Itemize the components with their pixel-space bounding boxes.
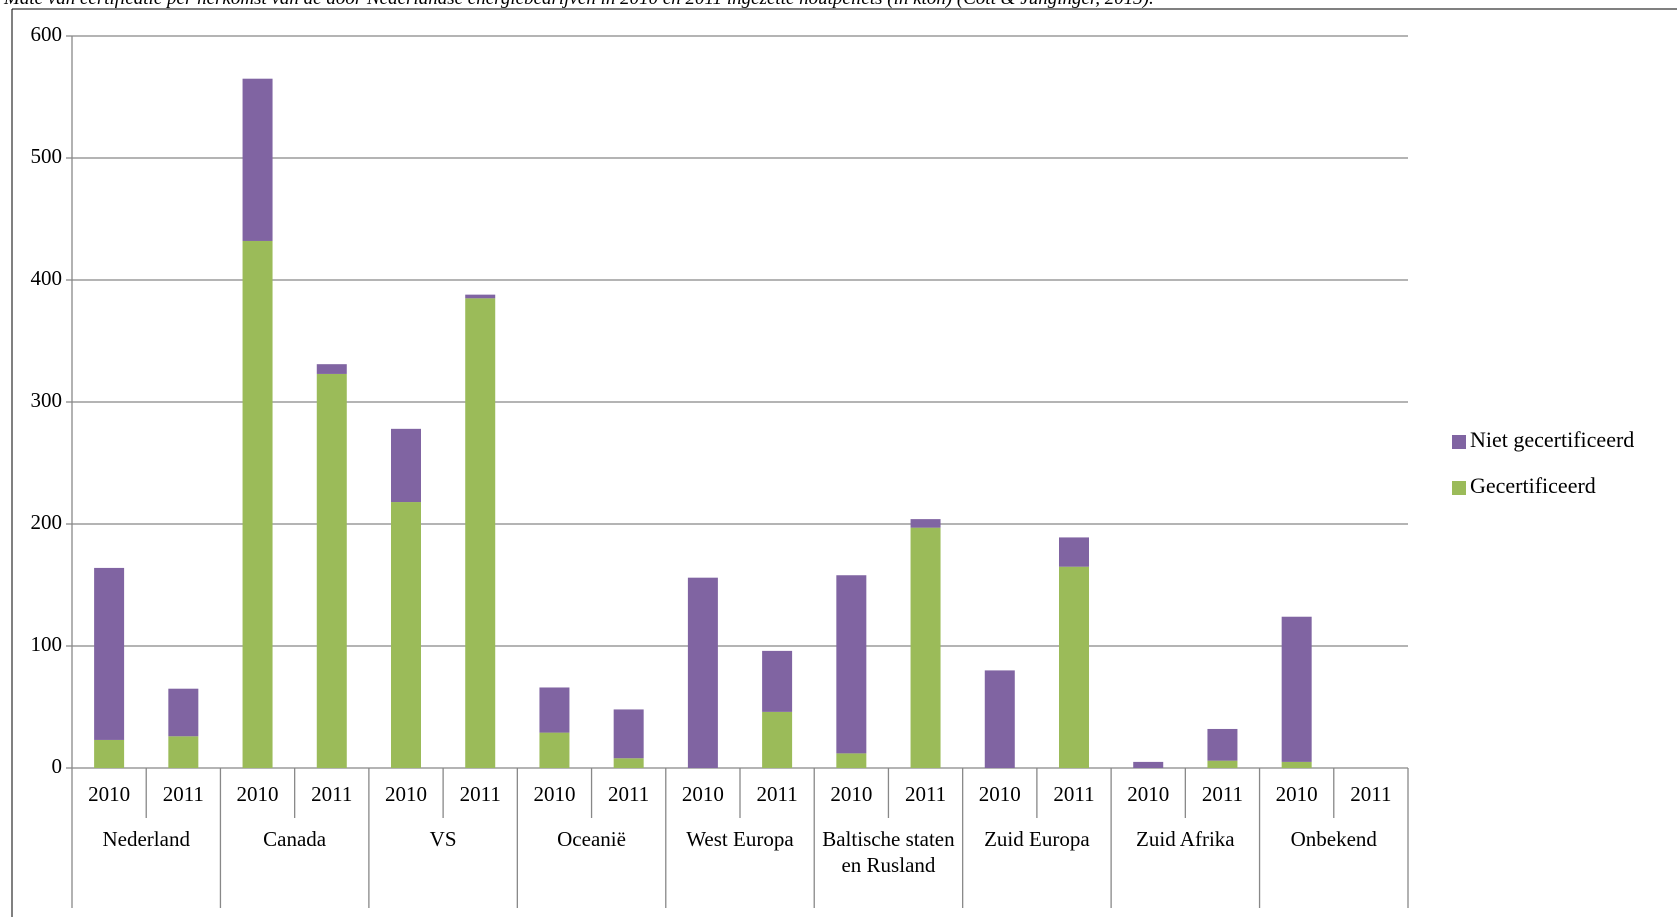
y-tick-label: 600	[31, 22, 63, 46]
x-tick-label: 2010	[533, 782, 575, 806]
y-tick-label: 100	[31, 632, 63, 656]
bar-segment	[1207, 760, 1238, 768]
x-tick-label: 2011	[1053, 782, 1094, 806]
x-tick-label: 2010	[1276, 782, 1318, 806]
x-tick-label: 2010	[88, 782, 130, 806]
bar-segment	[762, 650, 793, 712]
x-tick-label: 2010	[682, 782, 724, 806]
x-tick-label: 2010	[1127, 782, 1169, 806]
group-label: Canada	[263, 827, 327, 851]
group-label: Oceanië	[557, 827, 626, 851]
bar-segment	[687, 577, 718, 768]
bar-segment	[316, 364, 347, 374]
legend-swatch	[1452, 481, 1466, 495]
bar-segment	[836, 575, 867, 754]
group-label: Onbekend	[1290, 827, 1377, 851]
x-tick-label: 2011	[905, 782, 946, 806]
bar-segment	[242, 240, 273, 768]
bar-segment	[391, 502, 421, 768]
bar-segment	[168, 688, 199, 737]
bar-segment	[1207, 728, 1238, 761]
bar-segment	[168, 736, 199, 768]
bar-segment	[910, 519, 941, 528]
bar-segment	[1059, 566, 1089, 768]
bar-segment	[94, 567, 125, 740]
bar-segment	[1059, 537, 1089, 567]
group-label: Nederland	[102, 827, 190, 851]
x-tick-label: 2011	[1350, 782, 1391, 806]
group-label: VS	[429, 827, 457, 851]
bar-segment	[910, 527, 941, 768]
bar-segment	[94, 739, 125, 768]
chart-title: Mate van certificatie per herkomst van d…	[3, 0, 1154, 9]
bar-segment	[984, 670, 1015, 768]
bar-segment	[762, 711, 793, 768]
bar-segment	[539, 687, 570, 733]
bar-segment	[316, 373, 347, 768]
y-tick-label: 300	[31, 388, 63, 412]
x-tick-label: 2011	[460, 782, 501, 806]
bar-segment	[465, 294, 496, 299]
bar-segment	[1133, 761, 1164, 768]
group-label: West Europa	[686, 827, 794, 851]
bar-segment	[391, 428, 421, 503]
y-tick-label: 200	[31, 510, 63, 534]
x-tick-label: 2010	[385, 782, 427, 806]
bar-segment	[613, 758, 644, 768]
bar-segment	[836, 753, 867, 768]
x-tick-label: 2011	[608, 782, 649, 806]
group-label: Baltische staten en Rusland	[822, 827, 955, 877]
group-label: Zuid Europa	[984, 827, 1090, 851]
legend-label: Gecertificeerd	[1470, 473, 1596, 498]
legend-swatch	[1452, 435, 1466, 449]
x-tick-label: 2010	[830, 782, 872, 806]
y-tick-label: 400	[31, 266, 63, 290]
x-tick-label: 2011	[163, 782, 204, 806]
bar-segment	[539, 732, 570, 768]
x-tick-label: 2011	[756, 782, 797, 806]
group-label: Zuid Afrika	[1136, 827, 1235, 851]
x-tick-label: 2011	[311, 782, 352, 806]
y-tick-label: 500	[31, 144, 63, 168]
x-tick-label: 2010	[237, 782, 279, 806]
bar-segment	[465, 298, 496, 768]
x-tick-label: 2011	[1202, 782, 1243, 806]
x-tick-label: 2010	[979, 782, 1021, 806]
y-tick-label: 0	[52, 754, 63, 778]
bar-segment	[242, 78, 273, 241]
bar-segment	[1281, 761, 1312, 768]
bar-segment	[1281, 616, 1312, 762]
legend-label: Niet gecertificeerd	[1470, 427, 1634, 452]
bar-segment	[613, 709, 644, 759]
